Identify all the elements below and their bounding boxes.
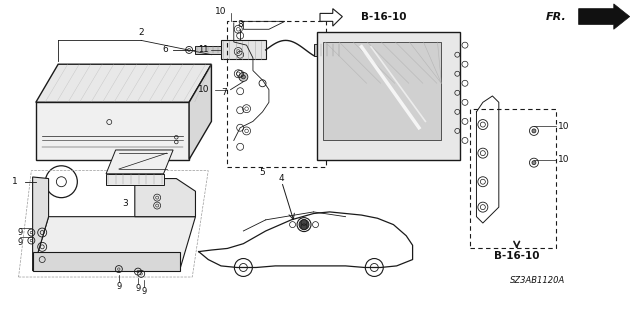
Polygon shape [314,44,342,56]
Polygon shape [320,9,342,26]
Polygon shape [33,177,49,271]
Polygon shape [323,42,442,140]
Text: 10: 10 [558,122,570,131]
Text: SZ3AB1120A: SZ3AB1120A [509,276,564,285]
Polygon shape [106,150,173,174]
Polygon shape [33,252,179,271]
Polygon shape [36,102,189,160]
Text: 8: 8 [237,20,243,29]
Text: 2: 2 [138,28,144,37]
Text: 9: 9 [17,228,22,237]
Polygon shape [33,217,195,271]
Polygon shape [36,64,211,102]
Circle shape [299,220,309,230]
Text: FR.: FR. [546,11,566,22]
Circle shape [241,75,245,79]
Text: 6: 6 [163,45,168,55]
Text: 9: 9 [136,284,141,293]
Text: 9: 9 [141,287,147,296]
Text: 1: 1 [12,177,18,186]
Text: B-16-10: B-16-10 [361,11,406,22]
Polygon shape [135,179,195,217]
Text: B-16-10: B-16-10 [494,251,540,261]
Polygon shape [579,4,630,29]
Polygon shape [317,33,461,160]
Circle shape [532,129,536,133]
Bar [470,109,556,249]
Text: 9: 9 [116,282,122,291]
Polygon shape [106,174,164,185]
Polygon shape [189,64,211,160]
Text: 4: 4 [279,174,285,183]
Circle shape [532,161,536,165]
Text: 10: 10 [558,155,570,164]
Text: 11: 11 [198,45,209,55]
Polygon shape [195,46,221,54]
Text: 7: 7 [221,88,227,97]
Text: 5: 5 [260,168,266,177]
Circle shape [239,72,248,81]
Bar [227,21,326,167]
Polygon shape [221,41,266,59]
Text: 9: 9 [17,238,22,247]
Text: 3: 3 [122,199,128,208]
Text: 10: 10 [198,85,209,94]
Text: 10: 10 [215,7,227,16]
